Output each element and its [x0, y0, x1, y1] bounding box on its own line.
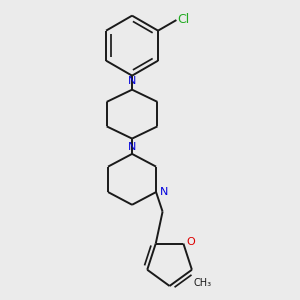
- Text: N: N: [128, 142, 136, 152]
- Text: CH₃: CH₃: [193, 278, 211, 288]
- Text: Cl: Cl: [178, 13, 190, 26]
- Text: N: N: [160, 187, 168, 197]
- Text: O: O: [187, 237, 195, 247]
- Text: N: N: [128, 76, 136, 86]
